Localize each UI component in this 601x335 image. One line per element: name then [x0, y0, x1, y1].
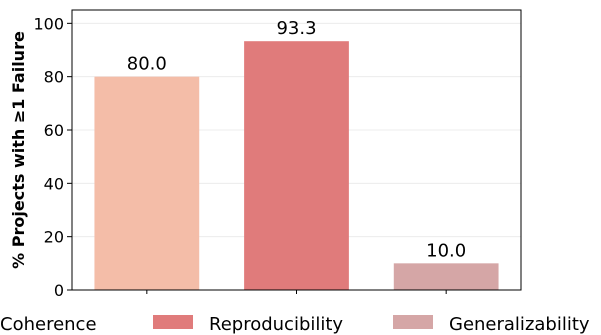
y-tick-label: 60: [44, 121, 64, 140]
bars: [94, 41, 499, 291]
y-axis-label: % Projects with ≥1 Failure: [9, 31, 28, 269]
bar-generalizability: [393, 263, 499, 290]
y-tick-label: 40: [44, 174, 64, 193]
legend-label: Generalizability: [449, 314, 590, 335]
y-axis-ticks: 0 20 40 60 80 100: [33, 14, 447, 300]
bar-coherence: [94, 76, 200, 291]
bar-reproducibility: [244, 41, 349, 291]
legend-label: Coherence: [0, 314, 97, 335]
bar-value-label: 80.0: [127, 54, 167, 75]
y-tick-label: 0: [54, 281, 64, 300]
bar-value-label: 10.0: [426, 240, 466, 261]
legend-swatch: [153, 315, 193, 329]
legend-label: Reproducibility: [209, 314, 343, 335]
y-tick-label: 80: [44, 68, 64, 87]
legend-swatch: [393, 315, 433, 329]
y-tick-label: 100: [33, 14, 64, 33]
bar-value-labels: 80.0 93.3 10.0: [127, 18, 466, 261]
y-tick-label: 20: [44, 228, 64, 247]
bar-value-label: 93.3: [276, 18, 316, 39]
legend: Coherence Reproducibility Generalizability: [0, 314, 590, 335]
